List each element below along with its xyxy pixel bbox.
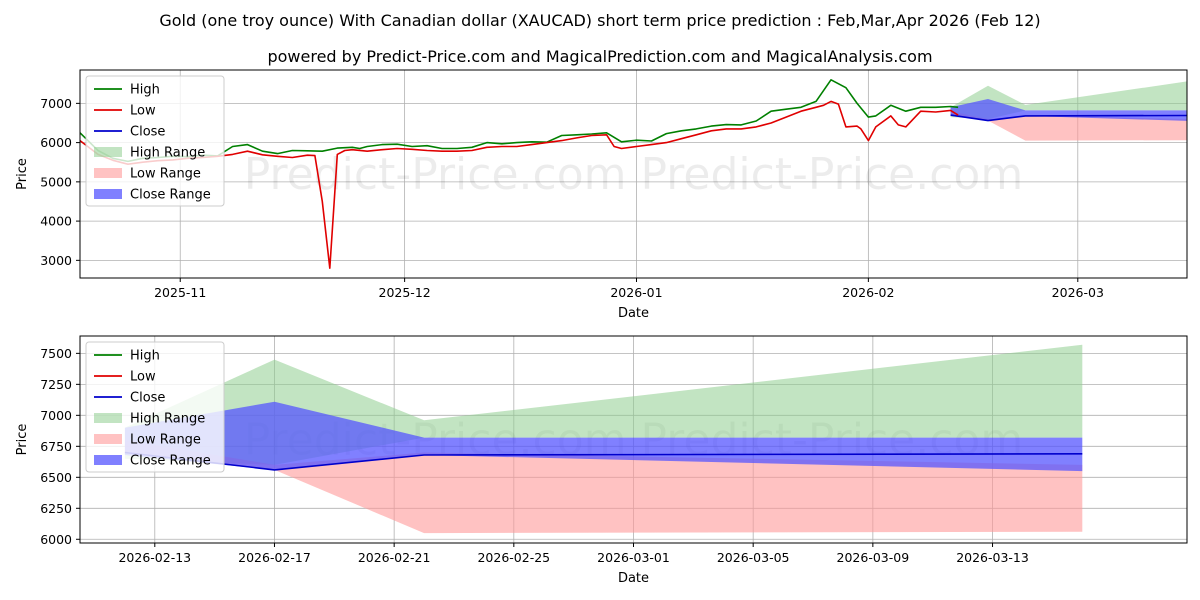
legend-label-low: Low: [130, 370, 156, 385]
y-tick-label: 7000: [40, 96, 72, 111]
x-tick-label: 2026-03-09: [837, 550, 910, 565]
y-axis-label: Price: [15, 424, 30, 456]
y-tick-label: 4000: [40, 214, 72, 229]
chart-subtitle: powered by Predict-Price.com and Magical…: [267, 47, 932, 66]
x-tick-label: 2026-03-01: [597, 550, 670, 565]
legend-label-high-range: High Range: [130, 146, 205, 161]
history-plot: Predict-Price.com Predict-Price.com 2025-…: [15, 69, 1188, 321]
x-tick-label: 2025-12: [379, 285, 431, 300]
y-tick-label: 7000: [40, 408, 72, 423]
y-tick-label: 3000: [40, 253, 72, 268]
x-tick-label: 2026-03: [1052, 285, 1104, 300]
y-tick-label: 7500: [40, 346, 72, 361]
x-tick-label: 2026-02-17: [238, 550, 311, 565]
x-tick-label: 2025-11: [154, 285, 206, 300]
legend-swatch-close-range: [94, 455, 122, 465]
legend-swatch-low-range: [94, 434, 122, 444]
x-tick-label: 2026-02-21: [358, 550, 431, 565]
legend-swatch-close-range: [94, 189, 122, 199]
plot-frame: [79, 69, 1188, 279]
x-tick-label: 2026-02-25: [477, 550, 550, 565]
legend-label-high: High: [130, 83, 160, 98]
y-tick-label: 6250: [40, 501, 72, 516]
chart-title: Gold (one troy ounce) With Canadian doll…: [159, 11, 1040, 30]
y-axis-label: Price: [15, 158, 30, 190]
plot-area: [124, 344, 1083, 534]
close-line: [950, 114, 1187, 122]
legend-label-low-range: Low Range: [130, 167, 201, 182]
legend-label-high: High: [130, 349, 160, 364]
x-axis-label: Date: [618, 306, 649, 321]
high-line: [80, 79, 959, 163]
x-tick-label: 2026-02: [842, 285, 894, 300]
plot-area: [80, 79, 1187, 269]
y-tick-label: 6000: [40, 532, 72, 547]
low-line: [80, 100, 959, 269]
legend-label-close-range: Close Range: [130, 188, 211, 203]
y-tick-label: 7250: [40, 377, 72, 392]
legend-swatch-high-range: [94, 413, 122, 423]
legend-label-high-range: High Range: [130, 412, 205, 427]
legend-label-close: Close: [130, 125, 165, 140]
y-tick-label: 6750: [40, 439, 72, 454]
legend-label-close: Close: [130, 391, 165, 406]
y-tick-label: 6000: [40, 135, 72, 150]
legend-swatch-high-range: [94, 147, 122, 157]
x-tick-label: 2026-03-05: [717, 550, 790, 565]
legend-label-low-range: Low Range: [130, 433, 201, 448]
x-tick-label: 2026-03-13: [956, 550, 1029, 565]
x-tick-label: 2026-02-13: [118, 550, 191, 565]
y-tick-label: 5000: [40, 174, 72, 189]
x-axis-label: Date: [618, 571, 649, 586]
y-tick-label: 6500: [40, 470, 72, 485]
x-tick-label: 2026-01: [610, 285, 662, 300]
legend-label-low: Low: [130, 104, 156, 119]
legend-label-close-range: Close Range: [130, 454, 211, 469]
forecast-plot: Predict-Price.com Predict-Price.com2026-…: [15, 335, 1188, 586]
watermark-text: Predict-Price.com Predict-Price.com: [244, 149, 1023, 200]
legend-swatch-low-range: [94, 168, 122, 178]
